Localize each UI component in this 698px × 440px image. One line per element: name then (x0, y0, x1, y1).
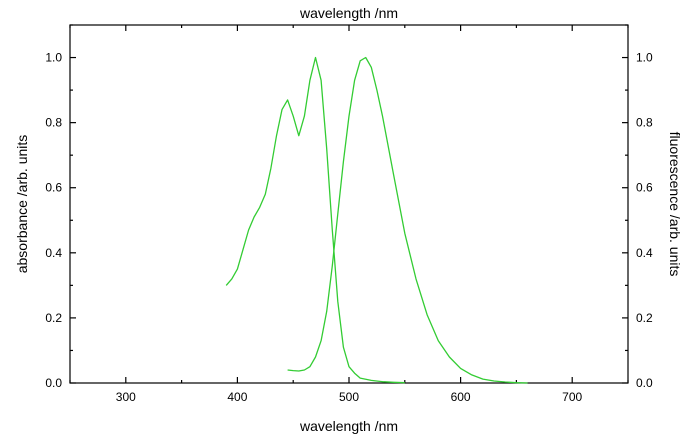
absorbance-line (225, 56, 405, 384)
series-layer (225, 56, 528, 384)
fluorescence-line (287, 56, 528, 384)
y-tick-label-left: 1.0 (45, 51, 62, 65)
y-tick-label-left: 0.2 (45, 311, 62, 325)
tick-labels: 300 400 500 600 700 0.0 0.0 0.2 0.2 0.4 0.4 0.6 0.6 0… (45, 51, 653, 404)
y-tick-label-right: 0.4 (636, 246, 653, 260)
y-tick-label-right: 0.2 (636, 311, 653, 325)
y-axis-title-left: absorbance /arb. units (14, 135, 30, 274)
y-tick-label-right: 0.6 (636, 181, 653, 195)
y-tick-label-left: 0.4 (45, 246, 62, 260)
y-tick-label-right: 1.0 (636, 51, 653, 65)
y-tick-label-left: 0.0 (45, 376, 62, 390)
y-tick-label-right: 0.0 (636, 376, 653, 390)
plot-frame (69, 24, 629, 384)
x-tick-label: 500 (339, 390, 359, 404)
y-tick-label-right: 0.8 (636, 116, 653, 130)
y-tick-label-left: 0.6 (45, 181, 62, 195)
y-axis-title-right: fluorescence /arb. units (667, 132, 683, 277)
x-tick-label: 700 (562, 390, 582, 404)
x-axis-title: wavelength /nm (299, 418, 398, 434)
x-tick-label: 400 (227, 390, 247, 404)
y-tick-label-left: 0.8 (45, 116, 62, 130)
x-tick-label: 600 (451, 390, 471, 404)
top-axis-title: wavelength /nm (299, 5, 398, 21)
x-tick-label: 300 (116, 390, 136, 404)
axis-ticks (69, 24, 629, 384)
